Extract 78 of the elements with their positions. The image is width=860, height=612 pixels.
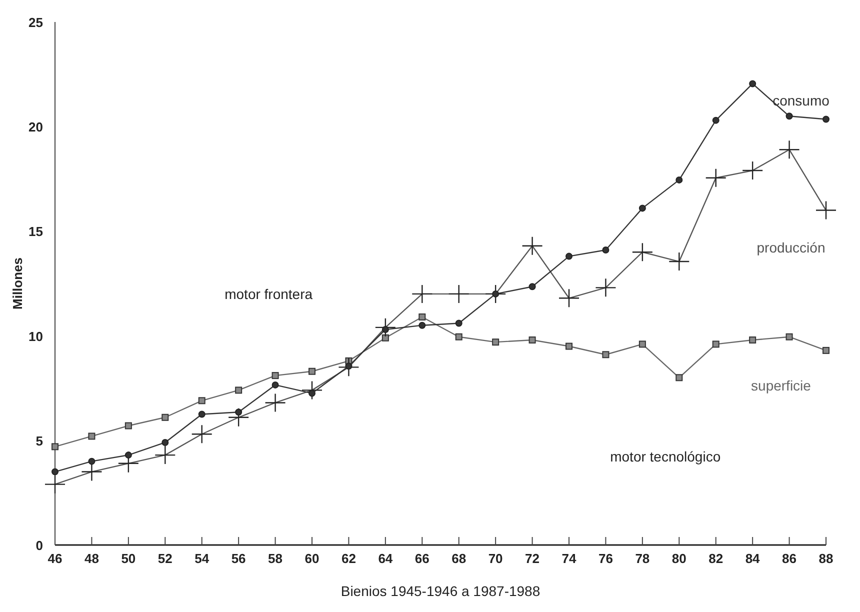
x-tick-label: 78	[635, 551, 650, 566]
point	[52, 443, 58, 450]
point	[308, 390, 316, 397]
y-tick-label: 20	[28, 120, 43, 135]
x-tick-label: 58	[268, 551, 283, 566]
series-label: consumo	[772, 92, 830, 108]
point	[88, 432, 96, 440]
point	[455, 320, 462, 327]
x-tick-label: 76	[598, 551, 613, 566]
point	[124, 422, 132, 430]
x-tick-label: 52	[158, 551, 172, 566]
x-tick-label: 54	[194, 551, 210, 566]
y-tick-label: 25	[28, 15, 43, 30]
series-label: superficie	[751, 377, 812, 394]
x-tick-label: 62	[341, 551, 356, 566]
x-tick-label: 80	[672, 551, 686, 566]
point	[566, 252, 572, 260]
point	[492, 290, 500, 298]
point	[52, 468, 58, 476]
x-tick-label: 48	[84, 551, 99, 566]
point	[528, 336, 536, 344]
point	[418, 313, 426, 320]
point	[418, 322, 426, 329]
x-tick-label: 72	[525, 551, 540, 566]
point	[749, 80, 756, 88]
x-tick-label: 60	[304, 551, 320, 566]
point	[566, 342, 572, 350]
point	[382, 334, 389, 342]
point	[308, 368, 316, 375]
annotation: motor frontera	[224, 286, 313, 302]
point	[638, 204, 646, 212]
point	[528, 283, 536, 290]
point	[492, 338, 500, 346]
point	[382, 326, 389, 334]
point	[162, 414, 169, 421]
point	[198, 410, 206, 418]
point	[88, 458, 96, 465]
x-tick-label: 46	[48, 551, 62, 566]
point	[676, 374, 683, 382]
point	[712, 116, 720, 124]
point	[822, 346, 830, 354]
point	[162, 438, 169, 446]
x-tick-label: 70	[488, 551, 503, 566]
point	[124, 452, 132, 459]
point	[786, 333, 793, 340]
x-tick-label: 84	[745, 551, 761, 566]
point	[602, 246, 610, 254]
point	[235, 386, 242, 394]
point	[822, 116, 830, 123]
x-tick-label: 64	[378, 551, 394, 566]
x-tick-label: 88	[818, 551, 834, 566]
x-axis-title: Bienios 1945-1946 a 1987-1988	[340, 583, 540, 599]
y-tick-label: 15	[28, 224, 43, 240]
x-tick-label: 82	[708, 551, 724, 566]
point	[676, 176, 683, 184]
point	[235, 408, 242, 416]
point	[345, 362, 352, 370]
x-tick-label: 68	[452, 551, 466, 566]
point	[749, 336, 756, 344]
x-tick-label: 74	[562, 551, 577, 566]
x-tick-label: 86	[782, 551, 797, 566]
x-tick-label: 50	[121, 551, 136, 566]
series-label: producción	[756, 239, 826, 256]
point	[638, 340, 646, 348]
point	[272, 372, 279, 380]
y-tick-label: 10	[28, 328, 43, 344]
y-axis-title: Millones	[10, 257, 25, 310]
y-tick-label: 0	[36, 538, 43, 553]
point	[198, 397, 206, 404]
point	[455, 333, 462, 340]
point	[786, 112, 793, 120]
x-tick-label: 56	[231, 551, 246, 566]
point	[272, 381, 279, 388]
x-tick-label: 66	[414, 551, 430, 566]
point	[712, 340, 720, 348]
annotation: motor tecnológico	[610, 448, 721, 464]
y-tick-label: 5	[36, 433, 43, 448]
point	[602, 351, 610, 358]
